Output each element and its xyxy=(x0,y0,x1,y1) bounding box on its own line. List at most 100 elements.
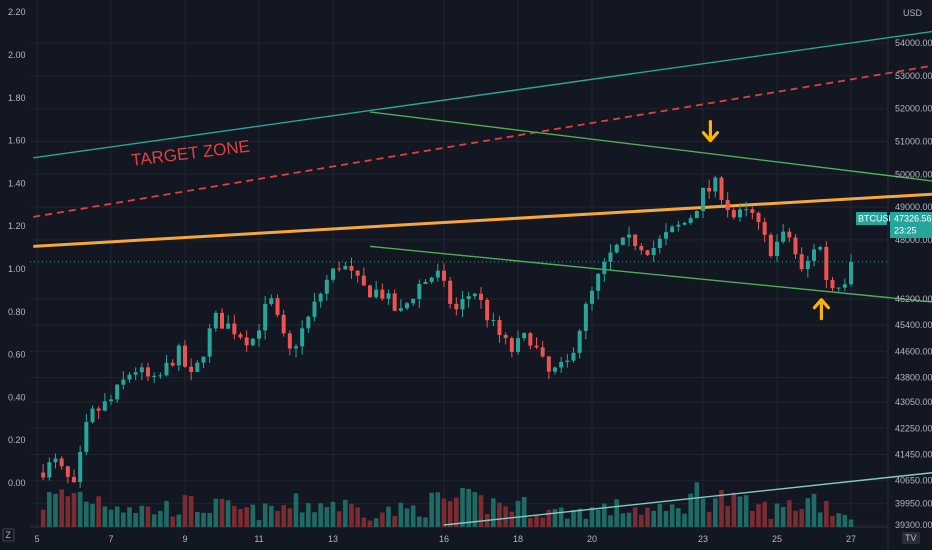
volume-bar-54 xyxy=(373,518,379,527)
volume-bar-126 xyxy=(817,512,823,527)
volume-bar-110 xyxy=(719,489,724,527)
candle-body-43 xyxy=(306,316,311,329)
volume-bar-116 xyxy=(756,504,761,527)
volume-bar-118 xyxy=(768,518,774,527)
x-tick-9: 25 xyxy=(772,534,782,544)
volume-bar-88 xyxy=(583,518,589,527)
candle-body-78 xyxy=(522,333,527,339)
volume-bar-82 xyxy=(546,509,552,527)
left-tick-5: 1.20 xyxy=(8,221,26,231)
volume-bar-113 xyxy=(737,496,743,527)
candle-body-107 xyxy=(701,187,705,211)
volume-bar-27 xyxy=(207,512,212,527)
volume-bar-89 xyxy=(589,507,595,527)
candle-body-126 xyxy=(818,247,823,250)
logo-mark[interactable]: TV xyxy=(905,533,917,543)
volume-bar-11 xyxy=(108,509,114,527)
candle-body-46 xyxy=(324,279,329,294)
left-axis-badge-box[interactable] xyxy=(2,528,15,542)
candle-body-88 xyxy=(583,303,588,331)
trend-line-channel-upper-outer xyxy=(33,30,932,159)
volume-bar-125 xyxy=(811,493,817,527)
volume-bar-70 xyxy=(472,492,478,527)
tradingview-logo[interactable]: TV xyxy=(902,532,920,544)
volume-bar-50 xyxy=(349,503,354,527)
volume-bar-73 xyxy=(491,498,496,527)
x-tick-6: 18 xyxy=(513,534,523,544)
candle-body-119 xyxy=(775,241,779,257)
candle-body-12 xyxy=(115,384,120,400)
candle-body-84 xyxy=(559,361,564,368)
volume-bar-102 xyxy=(669,504,675,527)
candle-body-91 xyxy=(602,261,607,274)
candle-body-75 xyxy=(503,334,508,339)
candle-body-93 xyxy=(614,244,619,253)
volume-bar-6 xyxy=(77,491,83,527)
candle-body-42 xyxy=(300,328,305,347)
volume-bar-24 xyxy=(188,496,194,527)
candle-body-2 xyxy=(53,458,58,463)
candle-body-9 xyxy=(96,408,101,411)
candle-body-20 xyxy=(164,362,169,376)
volume-bar-20 xyxy=(164,500,169,527)
candle-body-73 xyxy=(491,319,496,321)
candle-body-22 xyxy=(176,345,181,366)
last-price-label: 47326.56 xyxy=(894,214,932,224)
volume-bar-97 xyxy=(639,514,644,527)
volume-bar-80 xyxy=(534,514,539,527)
currency-label: USD xyxy=(903,8,923,18)
right-tick-8: 45400.00 xyxy=(895,320,932,330)
right-tick-4: 50000.00 xyxy=(895,169,932,179)
candle-body-64 xyxy=(435,270,440,278)
volume-bar-76 xyxy=(509,511,515,527)
right-tick-2: 52000.00 xyxy=(895,104,932,114)
x-tick-5: 16 xyxy=(439,534,449,544)
candle-body-28 xyxy=(213,312,218,329)
left-axis-badge[interactable]: Z xyxy=(6,530,12,540)
volume-bar-41 xyxy=(293,493,299,527)
logo-box[interactable] xyxy=(902,532,920,544)
volume-bar-10 xyxy=(102,506,108,527)
candle-body-7 xyxy=(84,422,89,452)
left-tick-3: 1.60 xyxy=(8,136,26,146)
left-axis: 2.20 2.00 1.80 1.60 1.40 1.20 1.00 0.80 0.60 0.40… xyxy=(8,7,26,488)
volume-bar-52 xyxy=(361,517,367,527)
volume-bar-117 xyxy=(762,501,767,527)
volume-bar-59 xyxy=(404,508,410,527)
candle-body-131 xyxy=(849,261,853,285)
candle-body-60 xyxy=(411,298,416,304)
volume-bar-40 xyxy=(287,508,293,527)
volume-bar-31 xyxy=(232,505,237,527)
x-tick-1: 7 xyxy=(108,534,113,544)
candle-body-85 xyxy=(565,360,570,362)
candle-body-112 xyxy=(731,210,736,218)
candle-body-13 xyxy=(121,379,126,385)
candle-body-62 xyxy=(423,281,428,284)
left-tick-7: 0.80 xyxy=(8,307,26,317)
candle-body-50 xyxy=(349,265,354,271)
volume-bar-30 xyxy=(225,500,231,527)
volume-bar-37 xyxy=(269,505,274,527)
candle-body-110 xyxy=(719,177,724,200)
volume-bar-86 xyxy=(571,509,576,527)
candle-body-35 xyxy=(257,330,261,339)
volume-bar-75 xyxy=(503,506,508,527)
x-tick-4: 13 xyxy=(328,534,338,544)
candles xyxy=(41,175,853,488)
candle-body-15 xyxy=(133,372,138,375)
volume-bar-47 xyxy=(330,501,336,527)
candle-body-109 xyxy=(713,177,718,192)
candle-body-124 xyxy=(805,260,810,269)
countdown-label: 23:25 xyxy=(894,226,917,236)
x-tick-10: 27 xyxy=(846,534,856,544)
candle-body-111 xyxy=(725,199,730,211)
volume-bar-38 xyxy=(275,510,280,527)
volume-bar-79 xyxy=(528,518,533,527)
volume-bar-120 xyxy=(780,506,786,527)
trend-line-ascending-support xyxy=(443,472,932,526)
candle-body-81 xyxy=(540,347,545,357)
candle-body-41 xyxy=(294,346,298,349)
candle-body-103 xyxy=(676,224,681,227)
candle-body-10 xyxy=(102,401,107,411)
